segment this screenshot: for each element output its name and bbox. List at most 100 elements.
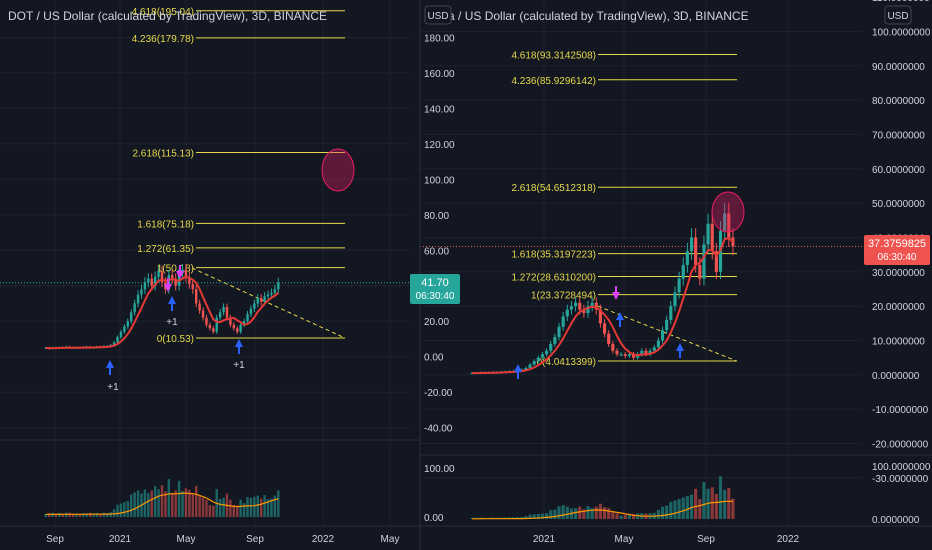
right-volume-bar [528, 514, 532, 519]
left-candle-body [116, 337, 119, 343]
left-signal-mark: +1 [233, 360, 245, 371]
left-volume-bar [232, 504, 236, 517]
left-volume-bar [75, 513, 78, 517]
left-candle-body [208, 324, 212, 329]
left-volume-bar [249, 498, 253, 517]
right-candle-body [607, 333, 611, 344]
left-volume-bar [188, 489, 191, 517]
left-fib-label: 4.618(195.04) [132, 7, 194, 18]
right-volume-bar [727, 488, 731, 519]
right-fib-label: 4.618(93.3142508) [511, 50, 596, 61]
right-fib-label: 1(23.3728494) [531, 291, 596, 302]
right-price-timer: 06:30:40 [878, 252, 917, 263]
right-candle-body [549, 343, 553, 351]
left-volume-bar [184, 488, 188, 517]
left-candle-body [136, 294, 140, 304]
right-candle-body [574, 302, 578, 307]
left-fib-label: 4.236(179.78) [132, 34, 194, 45]
left-volume-bar [82, 513, 85, 517]
left-volume-tick-label: 100.00 [424, 464, 455, 475]
right-volume-bar [553, 509, 557, 519]
right-currency-button[interactable] [884, 5, 912, 25]
right-volume-bar [561, 505, 565, 519]
left-price-label [410, 274, 460, 304]
left-signal-mark: +1 [166, 317, 178, 328]
left-volume-bar [277, 490, 280, 517]
left-volume-bar [130, 494, 133, 517]
right-candle-body [603, 323, 607, 334]
left-candle-body [153, 276, 157, 286]
right-target-circle [711, 191, 745, 233]
left-candle-body [191, 283, 194, 290]
left-candle-body [130, 312, 133, 322]
left-title: DOT / US Dollar (calculated by TradingVi… [8, 9, 327, 23]
left-volume-bar [174, 490, 177, 517]
left-volume-bar [71, 513, 75, 517]
right-volume-bar [549, 510, 553, 519]
left-candle-body [225, 307, 229, 318]
left-volume-bar [270, 498, 273, 517]
right-volume-bar [582, 509, 586, 519]
right-candle-body [710, 223, 714, 252]
left-fib-label: 1.618(75.18) [137, 219, 194, 230]
left-candle-body [263, 296, 266, 302]
right-volume-bar [731, 498, 735, 519]
right-candle-body [561, 316, 565, 327]
right-volume-bar [578, 506, 582, 519]
right-x-tick-label: 2021 [533, 534, 556, 545]
right-x-tick-label: Sep [697, 534, 715, 545]
left-candle-body [239, 324, 242, 332]
left-fib-label: 1.272(61.35) [137, 244, 194, 255]
right-y-tick-label: -10.0000000 [872, 405, 929, 416]
right-y-tick-label: 10.0000000 [872, 337, 925, 348]
left-y-tick-label: -20.00 [424, 388, 453, 399]
left-currency-button[interactable] [424, 5, 452, 25]
right-buy-arrow-icon [676, 343, 684, 358]
left-volume-bar [164, 491, 167, 517]
right-candle-body [557, 326, 561, 338]
right-candle-body [565, 309, 569, 317]
left-volume-bar [133, 492, 136, 517]
right-candle-body [545, 350, 549, 355]
right-candle-body [685, 251, 689, 265]
right-candle-body [553, 337, 557, 344]
left-candle-body [119, 331, 123, 338]
left-x-tick-label: Sep [246, 534, 264, 545]
right-volume-average [472, 500, 733, 520]
left-sell-arrow-icon [164, 278, 172, 292]
right-volume-bar [685, 496, 689, 519]
right-y-tick-label: 70.0000000 [872, 131, 925, 142]
right-candle-body [702, 244, 706, 279]
right-y-tick-label: 20.0000000 [872, 302, 925, 313]
left-candle-body [212, 328, 215, 332]
left-y-tick-label: 160.00 [424, 69, 455, 80]
right-candle-body [669, 306, 673, 320]
left-y-tick-label: 0.00 [424, 353, 444, 364]
left-y-tick-label: 100.00 [424, 175, 455, 186]
left-candle-body [147, 278, 150, 283]
right-volume-tick-label: 100.0000000 [872, 462, 931, 473]
left-volume-bar [218, 498, 222, 517]
grid [0, 0, 862, 526]
right-y-tick-label: 30.0000000 [872, 268, 925, 279]
right-fib-label: 1.272(28.6310200) [511, 273, 596, 284]
left-volume-bar [160, 485, 164, 517]
left-buy-arrow-icon [168, 296, 176, 311]
right-candle-body [615, 350, 619, 355]
left-volume-bar [68, 512, 71, 517]
right-volume-bar [627, 514, 631, 519]
right-price-label [864, 235, 930, 265]
left-volume-bar [116, 504, 119, 517]
left-candle-body [198, 303, 201, 311]
right-volume-bar [598, 503, 602, 519]
right-candle-body [594, 302, 598, 310]
left-fib-label: 1(50.18) [157, 264, 194, 275]
left-currency-label: USD [427, 11, 448, 22]
left-buy-arrow-icon [235, 339, 243, 354]
left-candle-body [253, 303, 256, 309]
left-y-tick-label: 80.00 [424, 211, 449, 222]
right-volume-bar [714, 493, 718, 519]
right-volume-bar [590, 508, 594, 519]
left-volume-bar [191, 493, 194, 517]
right-volume-bar [698, 498, 702, 519]
